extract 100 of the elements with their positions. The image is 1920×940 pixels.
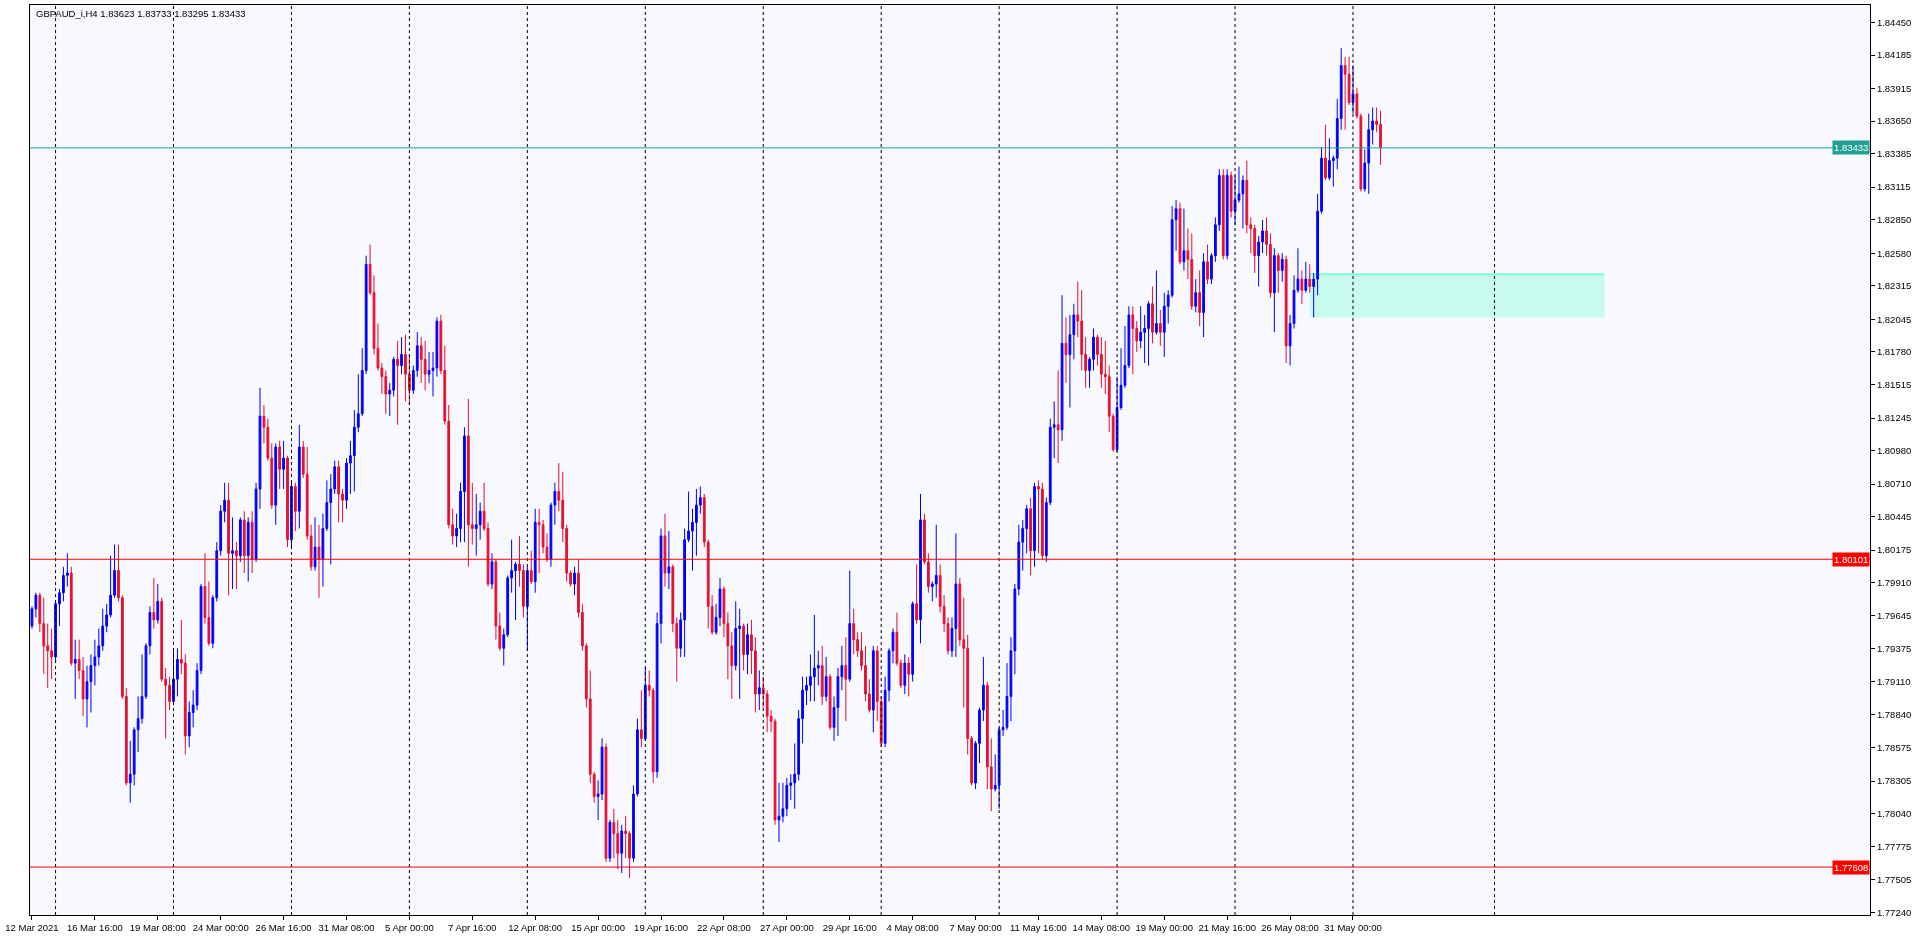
y-tick-label: 1.82580	[1876, 247, 1912, 259]
candlestick	[777, 782, 781, 843]
candlestick	[423, 340, 427, 391]
candlestick	[1155, 269, 1158, 336]
x-tick-label: 7 Apr 16:00	[448, 922, 497, 934]
candlestick	[848, 570, 852, 683]
candlestick	[1225, 168, 1229, 260]
candlestick	[1300, 269, 1304, 305]
x-tick-label: 31 Mar 08:00	[318, 922, 375, 934]
candlestick	[152, 577, 156, 630]
y-tick-label: 1.79645	[1876, 609, 1912, 621]
candlestick	[317, 524, 321, 599]
candlestick	[1064, 316, 1068, 384]
candlestick	[915, 563, 918, 625]
x-tick-label: 27 Apr 00:00	[759, 922, 814, 934]
candlestick	[463, 426, 466, 543]
candlestick	[828, 673, 832, 731]
candlestick	[297, 424, 301, 530]
candlestick	[608, 819, 612, 863]
candlestick	[246, 516, 250, 583]
y-tick-label: 1.80175	[1876, 544, 1912, 556]
candlestick	[1276, 252, 1280, 294]
candlestick	[871, 645, 875, 733]
y-tick-label: 1.80980	[1876, 445, 1912, 457]
candlestick	[69, 566, 73, 667]
y-tick-label: 1.79910	[1876, 577, 1912, 589]
candlestick	[250, 510, 254, 574]
y-tick-label: 1.80710	[1876, 478, 1912, 490]
candlestick	[844, 636, 848, 722]
candlestick	[231, 516, 234, 590]
candlestick	[812, 614, 816, 702]
x-tick-label: 21 May 16:00	[1198, 922, 1256, 934]
y-tick-label: 1.81515	[1876, 379, 1912, 391]
x-tick-label: 11 May 16:00	[1010, 922, 1067, 934]
candlestick	[537, 508, 541, 574]
candlestick	[1158, 309, 1162, 347]
x-tick-label: 15 Apr 00:00	[571, 922, 626, 934]
candlestick	[903, 653, 907, 695]
y-tick-label: 1.77505	[1876, 874, 1912, 886]
candlestick	[667, 530, 671, 590]
x-tick-label: 4 May 08:00	[886, 922, 939, 934]
candlestick	[1206, 244, 1209, 285]
x-tick-label: 7 May 00:00	[949, 922, 1002, 934]
candlestick	[238, 516, 242, 563]
candlestick	[1162, 292, 1166, 358]
candlestick	[820, 645, 824, 706]
candlestick	[156, 583, 160, 625]
candlestick	[313, 516, 317, 572]
candlestick	[620, 824, 624, 874]
candlestick	[1190, 232, 1194, 311]
y-tick-label: 1.78040	[1876, 808, 1912, 820]
x-tick-label: 12 Apr 08:00	[508, 922, 563, 934]
candlestick	[396, 340, 399, 426]
x-tick-label: 14 May 08:00	[1072, 922, 1131, 934]
y-tick-label: 1.82850	[1876, 214, 1912, 226]
candlestick	[282, 440, 285, 490]
x-tick-label: 19 Apr 16:00	[634, 922, 688, 934]
candlestick	[1202, 252, 1205, 338]
y-tick-label: 1.82315	[1876, 280, 1912, 292]
candlestick	[1284, 255, 1288, 364]
candlestick	[824, 656, 828, 702]
candlestick	[852, 608, 856, 655]
x-tick-label: 22 Apr 08:00	[696, 922, 751, 934]
candlestick	[466, 398, 470, 568]
candlestick	[235, 541, 238, 590]
y-tick-label: 1.78840	[1876, 709, 1912, 721]
candlestick	[1379, 110, 1382, 166]
candlestick	[911, 600, 915, 683]
candlestick	[290, 482, 293, 548]
y-tick-label: 1.77775	[1876, 840, 1912, 852]
y-tick-label: 1.84450	[1876, 16, 1912, 28]
y-tick-label: 1.80445	[1876, 511, 1912, 523]
y-tick-label: 1.78575	[1876, 742, 1912, 754]
y-tick-label: 1.79110	[1876, 675, 1911, 687]
candlestick	[1198, 269, 1202, 327]
candlestick	[1272, 247, 1276, 333]
candlestick	[278, 440, 282, 490]
candlestick	[400, 336, 403, 375]
x-tick-label: 26 Mar 16:00	[255, 922, 312, 934]
candlestick	[919, 493, 922, 644]
ref-line-label: 1.77608	[1834, 862, 1869, 873]
y-tick-label: 1.83915	[1876, 82, 1912, 94]
candlestick	[1060, 294, 1064, 442]
candlestick	[1324, 124, 1327, 181]
candlestick	[604, 742, 608, 863]
y-tick-label: 1.79375	[1876, 643, 1912, 655]
x-tick-label: 19 Mar 08:00	[129, 922, 186, 934]
x-tick-label: 12 Mar 2021	[5, 922, 59, 934]
candlestick	[404, 334, 407, 402]
candlestick	[1280, 252, 1284, 283]
candlestick	[1029, 497, 1032, 576]
candlestick	[1033, 482, 1036, 568]
y-tick-label: 1.78305	[1876, 775, 1912, 787]
candlestick	[746, 623, 749, 675]
y-tick-label: 1.84185	[1876, 49, 1912, 61]
candlestick	[1194, 278, 1198, 313]
candlestick	[1221, 168, 1225, 260]
y-tick-label: 1.83115	[1876, 181, 1911, 193]
candlestick	[474, 493, 478, 557]
x-tick-label: 29 Apr 16:00	[822, 922, 877, 934]
